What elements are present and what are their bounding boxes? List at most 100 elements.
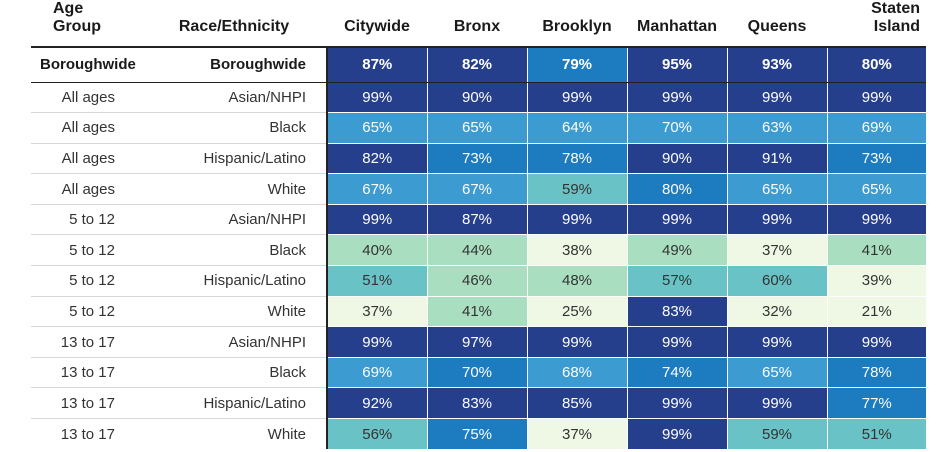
value-cell: 83%	[426, 387, 527, 420]
value-cell: 37%	[326, 296, 427, 328]
column-header-age-group: Age Group	[53, 0, 101, 35]
race-ethnicity-cell: Hispanic/Latino	[141, 387, 328, 420]
age-group-cell: 5 to 12	[31, 234, 141, 267]
value-cell: 44%	[426, 234, 527, 267]
value-cell: 64%	[526, 112, 627, 144]
value-cell: 97%	[426, 326, 527, 358]
value-cell: 99%	[726, 326, 827, 358]
header-row: Age Group Race/Ethnicity Citywide Bronx …	[31, 0, 926, 47]
value-cell: 78%	[526, 143, 627, 175]
value-cell: 39%	[826, 265, 926, 297]
value-cell: 25%	[526, 296, 627, 328]
race-ethnicity-cell: Black	[141, 234, 328, 267]
column-header-staten-island: Staten Island	[871, 0, 920, 35]
column-header-citywide: Citywide	[344, 18, 410, 35]
age-group-cell: All ages	[31, 143, 141, 175]
value-cell: 85%	[526, 387, 627, 420]
value-cell: 99%	[826, 203, 926, 236]
value-cell: 69%	[326, 357, 427, 389]
table-row: 13 to 17 White 56% 75% 37% 99% 59% 51%	[31, 418, 926, 450]
value-cell: 60%	[726, 265, 827, 297]
value-cell: 49%	[626, 234, 727, 267]
value-cell: 51%	[326, 265, 427, 297]
value-cell: 99%	[826, 326, 926, 358]
value-cell: 74%	[626, 357, 727, 389]
value-cell: 73%	[426, 143, 527, 175]
race-ethnicity-cell: Black	[141, 357, 328, 389]
value-cell: 46%	[426, 265, 527, 297]
value-cell: 67%	[426, 173, 527, 205]
race-ethnicity-cell: Asian/NHPI	[141, 326, 328, 358]
race-ethnicity-cell: White	[141, 418, 328, 450]
value-cell: 87%	[426, 203, 527, 236]
race-ethnicity-cell: Black	[141, 112, 328, 144]
value-cell: 99%	[326, 82, 427, 114]
age-group-cell: All ages	[31, 82, 141, 114]
race-ethnicity-cell: Asian/NHPI	[141, 82, 328, 114]
value-cell: 65%	[426, 112, 527, 144]
value-cell: 90%	[626, 143, 727, 175]
value-cell: 57%	[626, 265, 727, 297]
value-cell: 99%	[626, 387, 727, 420]
value-cell: 65%	[826, 173, 926, 205]
age-group-cell: 13 to 17	[31, 387, 141, 420]
column-header-manhattan: Manhattan	[637, 18, 717, 35]
value-cell: 59%	[526, 173, 627, 205]
value-cell: 37%	[526, 418, 627, 450]
value-cell: 67%	[326, 173, 427, 205]
value-cell: 82%	[426, 47, 527, 83]
table-row: 5 to 12 Black 40% 44% 38% 49% 37% 41%	[31, 234, 926, 267]
value-cell: 41%	[426, 296, 527, 328]
race-ethnicity-cell: Boroughwide	[141, 47, 328, 83]
value-cell: 99%	[626, 203, 727, 236]
value-cell: 93%	[726, 47, 827, 83]
value-cell: 65%	[726, 357, 827, 389]
heatmap-table: Age Group Race/Ethnicity Citywide Bronx …	[31, 0, 926, 450]
value-cell: 65%	[326, 112, 427, 144]
table-row: All ages Asian/NHPI 99% 90% 99% 99% 99% 99%	[31, 82, 926, 114]
table-body: Boroughwide Boroughwide 87% 82% 79% 95% 93% 80%…	[31, 47, 926, 450]
value-cell: 99%	[626, 82, 727, 114]
value-cell: 79%	[526, 47, 627, 83]
value-cell: 63%	[726, 112, 827, 144]
value-cell: 41%	[826, 234, 926, 267]
value-cell: 68%	[526, 357, 627, 389]
column-header-queens: Queens	[747, 18, 807, 35]
value-cell: 95%	[626, 47, 727, 83]
age-group-cell: 13 to 17	[60, 425, 115, 443]
value-cell: 82%	[326, 143, 427, 175]
age-group-cell: 13 to 17	[31, 357, 141, 389]
value-cell: 59%	[726, 418, 827, 450]
value-cell: 32%	[726, 296, 827, 328]
column-header-race-ethnicity: Race/Ethnicity	[178, 18, 290, 35]
value-cell: 80%	[826, 47, 926, 83]
age-group-cell: 5 to 12	[31, 296, 141, 328]
table-row: 13 to 17 Black 69% 70% 68% 74% 65% 78%	[31, 357, 926, 389]
value-cell: 38%	[526, 234, 627, 267]
value-cell: 78%	[826, 357, 926, 389]
table-row: All ages White 67% 67% 59% 80% 65% 65%	[31, 173, 926, 205]
value-cell: 99%	[626, 326, 727, 358]
value-cell: 77%	[826, 387, 926, 420]
table-row: 5 to 12 Hispanic/Latino 51% 46% 48% 57% 60% 39%	[31, 265, 926, 297]
value-cell: 83%	[626, 296, 727, 328]
value-cell: 87%	[326, 47, 427, 83]
value-cell: 40%	[326, 234, 427, 267]
value-cell: 69%	[826, 112, 926, 144]
race-ethnicity-cell: Hispanic/Latino	[141, 143, 328, 175]
value-cell: 99%	[726, 203, 827, 236]
race-ethnicity-cell: Hispanic/Latino	[141, 265, 328, 297]
age-group-cell: 5 to 12	[31, 203, 141, 236]
boroughwide-row: Boroughwide Boroughwide 87% 82% 79% 95% 93% 80%	[31, 47, 926, 83]
value-cell: 99%	[726, 82, 827, 114]
value-cell: 99%	[826, 82, 926, 114]
value-cell: 99%	[326, 326, 427, 358]
value-cell: 99%	[526, 326, 627, 358]
value-cell: 48%	[526, 265, 627, 297]
age-group-cell: 13 to 17	[31, 326, 141, 358]
value-cell: 99%	[626, 418, 727, 450]
value-cell: 56%	[326, 418, 427, 450]
age-group-cell: All ages	[31, 173, 141, 205]
race-ethnicity-cell: Asian/NHPI	[141, 203, 328, 236]
value-cell: 99%	[726, 387, 827, 420]
